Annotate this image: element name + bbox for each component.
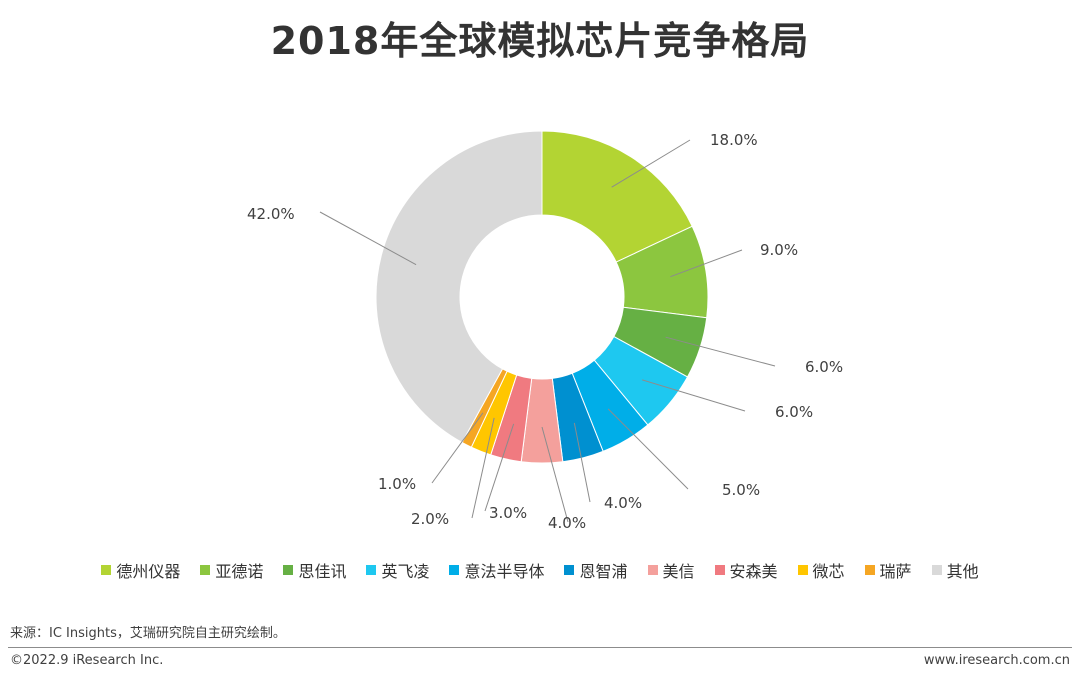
data-label-7: 4.0% — [548, 514, 586, 532]
legend-label: 恩智浦 — [579, 562, 628, 581]
data-label-2: 9.0% — [760, 241, 798, 259]
legend-swatch — [366, 565, 377, 575]
chart-title: 2018年全球模拟芯片竞争格局 — [270, 19, 810, 63]
legend-swatch — [449, 565, 460, 575]
legend-item-5: 意法半导体 — [449, 558, 544, 582]
legend-item-1: 德州仪器 — [101, 558, 180, 582]
data-label-10: 1.0% — [378, 475, 416, 493]
source-note: 来源：IC Insights，艾瑞研究院自主研究绘制。 — [10, 626, 286, 641]
leader-line-3 — [665, 336, 776, 367]
leader-line-2 — [670, 249, 743, 278]
legend-swatch — [714, 565, 725, 575]
legend-item-2: 亚德诺 — [200, 558, 263, 582]
legend-item-10: 瑞萨 — [864, 558, 912, 582]
legend-swatch — [564, 565, 575, 575]
legend-label: 亚德诺 — [215, 562, 264, 581]
legend-swatch — [200, 565, 211, 575]
legend-swatch — [797, 565, 808, 575]
leader-line-5 — [607, 408, 689, 490]
legend-item-11: 其他 — [931, 558, 979, 582]
leader-line-7 — [541, 426, 569, 523]
legend-label: 安森美 — [729, 562, 778, 581]
leader-line-11 — [319, 211, 417, 266]
legend-swatch — [283, 565, 294, 575]
leader-line-4 — [642, 379, 746, 412]
legend-label: 微芯 — [812, 562, 845, 581]
legend-item-8: 安森美 — [714, 558, 778, 582]
slice-11 — [375, 130, 543, 444]
data-label-6: 4.0% — [604, 494, 642, 512]
legend-swatch — [101, 565, 112, 575]
footer-website: www.iresearch.com.cn — [923, 653, 1070, 668]
legend-swatch — [647, 565, 658, 575]
legend-label: 德州仪器 — [116, 562, 181, 581]
legend-item-6: 恩智浦 — [564, 558, 628, 582]
data-label-11: 42.0% — [247, 205, 295, 223]
slice-1 — [541, 130, 693, 263]
data-label-1: 18.0% — [710, 131, 758, 149]
footer-copyright: ©2022.9 iResearch Inc. — [10, 653, 164, 668]
chart-legend: 德州仪器 亚德诺 思佳讯 英飞凌 意法半导体 恩智浦 美信 安森美 微芯 瑞萨 其他 — [0, 558, 1080, 582]
data-label-8: 3.0% — [489, 504, 527, 522]
legend-label: 瑞萨 — [879, 562, 912, 581]
legend-label: 其他 — [946, 562, 979, 581]
legend-swatch — [864, 565, 875, 575]
data-label-9: 2.0% — [411, 510, 449, 528]
data-label-4: 6.0% — [775, 403, 813, 421]
legend-label: 思佳讯 — [298, 562, 347, 581]
footer-divider — [8, 647, 1072, 648]
leader-line-1 — [611, 139, 691, 188]
legend-label: 意法半导体 — [464, 562, 545, 581]
legend-item-4: 英飞凌 — [366, 558, 429, 582]
legend-item-7: 美信 — [647, 558, 695, 582]
data-label-5: 5.0% — [722, 481, 760, 499]
legend-label: 美信 — [662, 562, 695, 581]
legend-swatch — [931, 565, 942, 575]
legend-item-9: 微芯 — [797, 558, 845, 582]
data-label-3: 6.0% — [805, 358, 843, 376]
legend-label: 英飞凌 — [381, 562, 430, 581]
leader-line-6 — [573, 422, 591, 503]
leader-line-10 — [431, 412, 484, 484]
leader-line-9 — [471, 417, 495, 519]
leader-line-8 — [484, 423, 515, 512]
legend-item-3: 思佳讯 — [283, 558, 346, 582]
